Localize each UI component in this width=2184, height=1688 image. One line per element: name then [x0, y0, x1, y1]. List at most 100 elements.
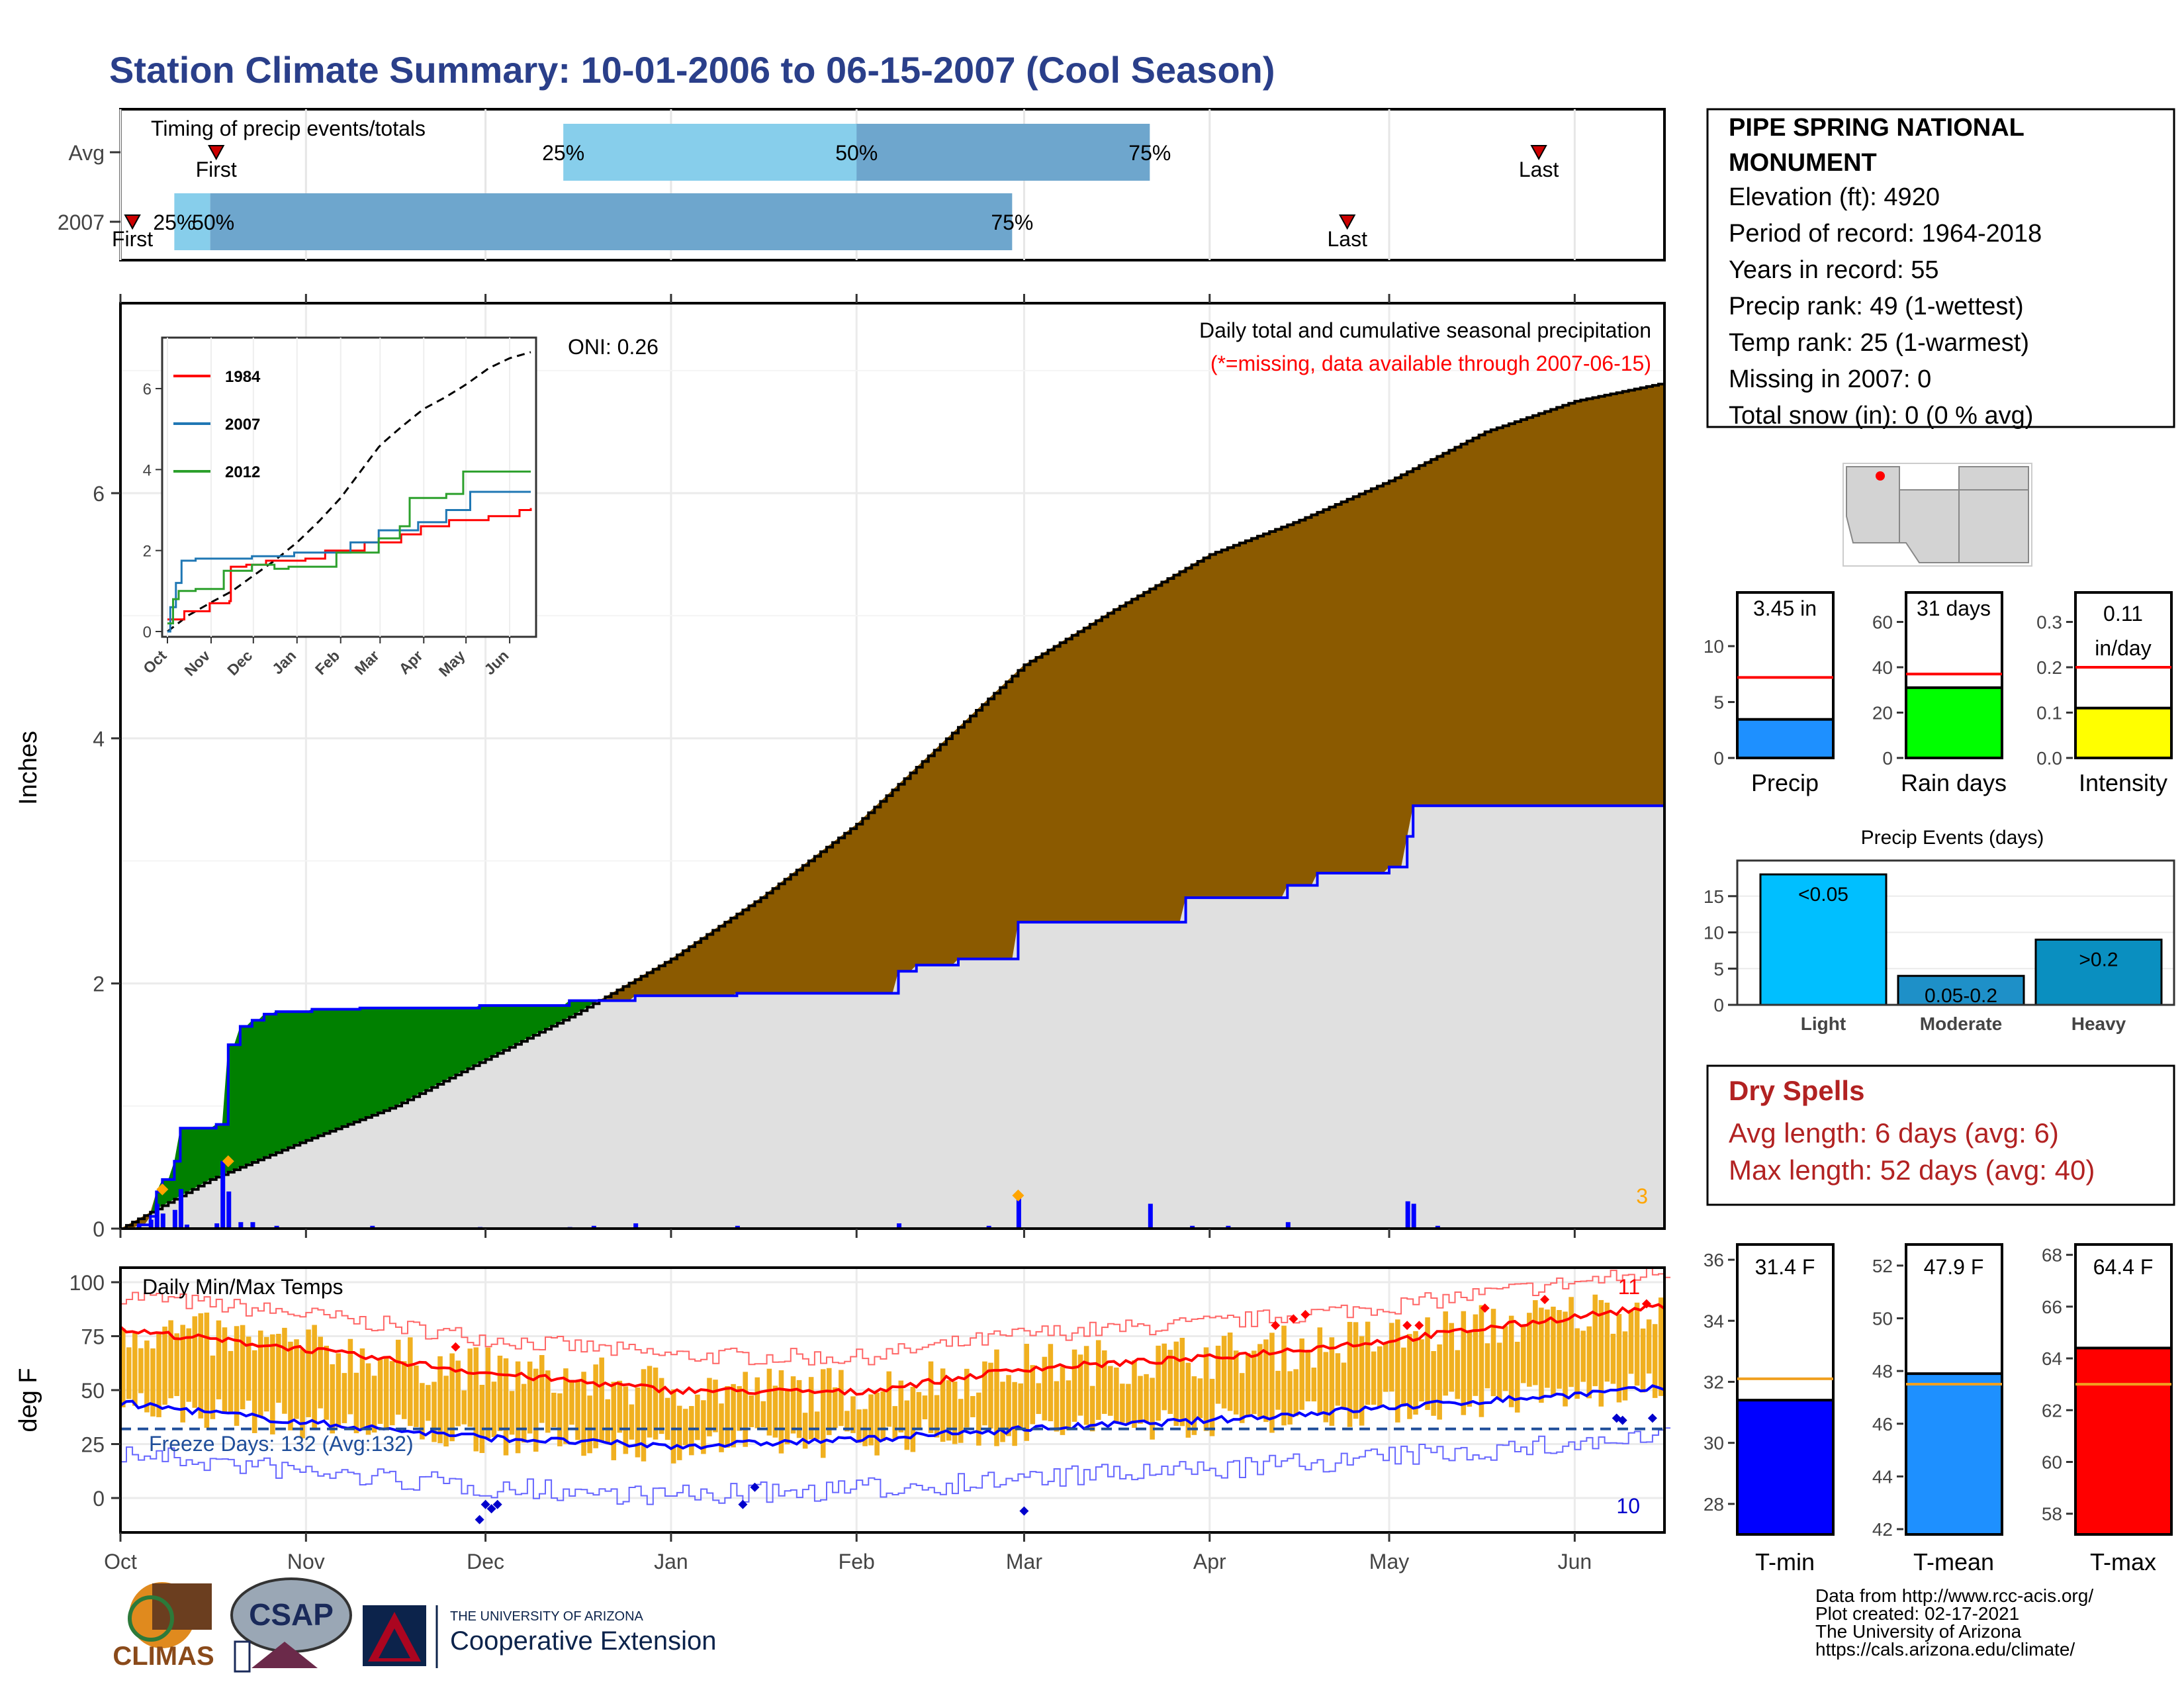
- daily-temp-bar: [455, 1360, 461, 1427]
- daily-temp-bar: [725, 1386, 730, 1448]
- footer-source: Data from http://www.rcc-acis.org/: [1815, 1585, 2093, 1606]
- timing-avg-p50: 50%: [835, 141, 878, 165]
- daily-temp-bar: [1455, 1350, 1461, 1399]
- daily-temp-bar: [1389, 1323, 1394, 1392]
- inset-y-tick-label: 4: [143, 461, 152, 479]
- daily-temp-bar: [144, 1340, 150, 1413]
- daily-temp-bar: [874, 1392, 880, 1456]
- temp-y-tick-label: 75: [81, 1325, 105, 1349]
- inset-legend-label: 2007: [225, 416, 260, 434]
- daily-temp-bar: [1120, 1383, 1125, 1423]
- daily-temp-bar: [1395, 1319, 1400, 1423]
- daily-temp-bar: [204, 1312, 210, 1428]
- inset-legend-label: 1984: [225, 368, 261, 386]
- daily-temp-bar: [670, 1389, 676, 1464]
- precip-total-tick-label: 10: [1704, 636, 1724, 657]
- daily-temp-bar: [1089, 1385, 1095, 1432]
- daily-temp-bar: [443, 1376, 449, 1447]
- temp-y-tick-label: 0: [93, 1487, 105, 1511]
- daily-temp-bar: [132, 1333, 138, 1406]
- daily-temp-bar: [251, 1350, 257, 1433]
- rain-days-bar: [1905, 686, 2003, 759]
- daily-temp-bar: [1622, 1331, 1628, 1401]
- timing-2007-first-marker: [124, 214, 141, 230]
- record-high-count: 11: [1618, 1275, 1640, 1299]
- daily-temp-bar: [174, 1333, 179, 1396]
- daily-temp-bar: [1520, 1325, 1526, 1383]
- daily-precip-bar: [154, 1203, 159, 1229]
- station-info-box: [1706, 108, 2175, 428]
- daily-temp-bar: [1095, 1340, 1101, 1420]
- daily-temp-bar: [1281, 1325, 1287, 1426]
- station-location-dot: [1876, 471, 1885, 481]
- footer-created: Plot created: 02-17-2021: [1815, 1603, 2019, 1624]
- daily-precip-bar: [178, 1189, 183, 1229]
- daily-temp-bar: [856, 1409, 862, 1443]
- daily-temp-bar: [1652, 1324, 1658, 1398]
- rain-days-tick-label: 40: [1872, 657, 1893, 678]
- inset-frame: [161, 336, 537, 638]
- daily-temp-bar: [1574, 1328, 1580, 1399]
- climas-logo-text: CLIMAS: [113, 1642, 214, 1671]
- daily-temp-bar: [1071, 1349, 1077, 1422]
- daily-temp-bar: [1060, 1366, 1066, 1435]
- daily-temp-bar: [1114, 1367, 1119, 1424]
- daily-temp-bar: [1239, 1373, 1245, 1423]
- precip-events-category: Light: [1801, 1013, 1846, 1034]
- precip-events-bar-label: 0.05-0.2: [1925, 985, 1997, 1007]
- daily-temp-bar: [1197, 1378, 1203, 1419]
- daily-temp-bar: [353, 1372, 359, 1434]
- missing-marker: [222, 1155, 234, 1168]
- daily-temp-bar: [389, 1361, 395, 1426]
- daily-temp-bar: [1347, 1321, 1353, 1427]
- daily-temp-bar: [1036, 1383, 1042, 1415]
- daily-temp-bar: [192, 1316, 198, 1408]
- daily-temp-bar: [1467, 1330, 1473, 1407]
- daily-precip-bar: [220, 1160, 226, 1229]
- daily-temp-bar: [186, 1328, 192, 1402]
- daily-temp-bar: [497, 1355, 503, 1431]
- daily-temp-bar: [198, 1313, 204, 1419]
- daily-temp-bar: [1616, 1314, 1622, 1403]
- daily-temp-bar: [371, 1376, 377, 1433]
- csap-bars: [234, 1640, 251, 1673]
- footer-university: The University of Arizona: [1815, 1621, 2022, 1642]
- tmean-tick-label: 42: [1872, 1519, 1893, 1540]
- daily-temp-bar: [1401, 1347, 1406, 1407]
- daily-temp-bar: [282, 1327, 287, 1414]
- daily-temp-bar: [1359, 1336, 1365, 1426]
- daily-temp-bar: [587, 1395, 592, 1454]
- daily-temp-bar: [1191, 1376, 1197, 1435]
- record-low-marker: [1617, 1415, 1627, 1425]
- precip-events-bar-label: <0.05: [1798, 884, 1848, 906]
- timing-avg-last-label: Last: [1519, 158, 1559, 181]
- month-tick-label: Feb: [839, 1550, 875, 1573]
- timing-avg-first-label: First: [196, 158, 237, 181]
- daily-temp-bar: [904, 1400, 910, 1450]
- record-high-marker: [1480, 1303, 1490, 1313]
- tmax-tick-label: 62: [2042, 1400, 2062, 1421]
- daily-temp-bar: [324, 1345, 329, 1420]
- daily-temp-bar: [719, 1403, 724, 1452]
- daily-temp-bar: [395, 1339, 401, 1415]
- daily-temp-bar: [1167, 1350, 1173, 1414]
- daily-temp-bar: [527, 1361, 533, 1434]
- tmean-tick-label: 50: [1872, 1308, 1893, 1329]
- precip-events-bar-label: >0.2: [2079, 949, 2118, 970]
- intensity-tick-label: 0.3: [2036, 612, 2062, 633]
- daily-temp-bar: [1233, 1350, 1239, 1415]
- daily-temp-bar: [664, 1397, 670, 1440]
- daily-temp-bar: [1317, 1327, 1323, 1415]
- daily-temp-bar: [306, 1329, 311, 1417]
- timing-2007-first-label: First: [112, 227, 153, 251]
- tmax-tick-label: 58: [2042, 1504, 2062, 1524]
- inset-series-2012: [167, 470, 531, 625]
- daily-temp-bar: [402, 1361, 407, 1419]
- tmax-tick-label: 68: [2042, 1245, 2062, 1266]
- tmin-tick-label: 32: [1704, 1372, 1724, 1392]
- rain-days-tick-label: 60: [1872, 612, 1893, 633]
- daily-temp-bar: [515, 1361, 521, 1454]
- daily-temp-bar: [257, 1331, 263, 1417]
- daily-temp-bar: [1640, 1328, 1646, 1393]
- tmin-bar: [1736, 1399, 1835, 1536]
